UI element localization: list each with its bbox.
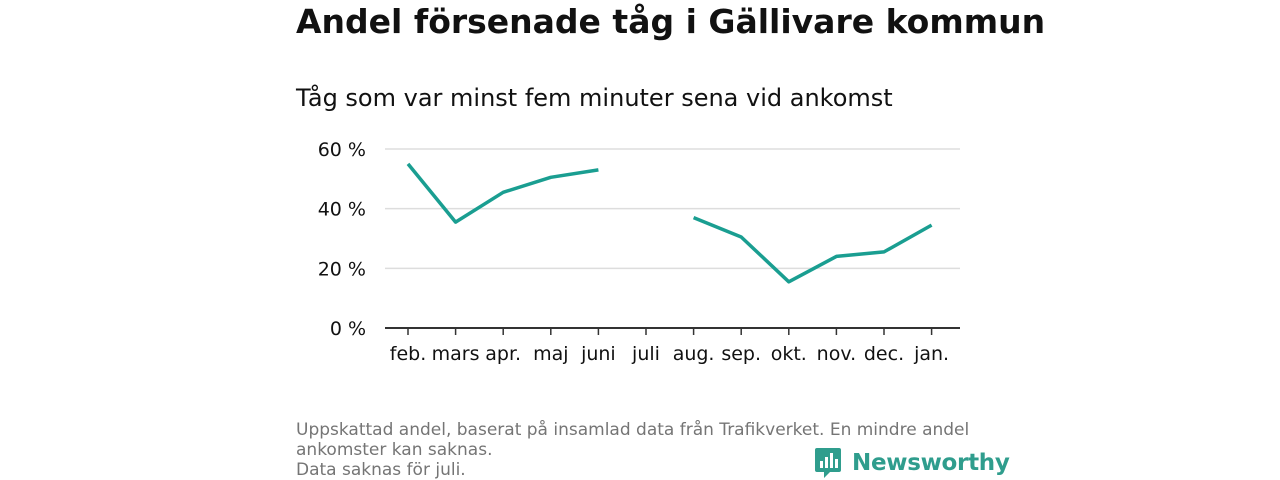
x-axis: feb. mars apr. maj juni juli aug. sep. okt. nov. d…	[385, 327, 960, 365]
series-line	[406, 162, 599, 224]
brand-name: Newsworthy	[852, 450, 1010, 476]
y-tick-label: 0 %	[330, 318, 366, 340]
x-tick-label: maj	[533, 343, 568, 365]
x-tick-label: okt.	[771, 343, 807, 365]
x-tick-label: feb.	[390, 343, 426, 365]
chart-subtitle: Tåg som var minst fem minuter sena vid a…	[296, 84, 893, 112]
y-tick-label: 60 %	[318, 139, 366, 161]
y-tick-label: 20 %	[318, 258, 366, 280]
footnote: Uppskattad andel, baserat på insamlad da…	[296, 420, 986, 480]
footnote-line: Uppskattad andel, baserat på insamlad da…	[296, 420, 970, 440]
x-tick-label: sep.	[721, 343, 761, 365]
footnote-line: Data saknas för juli.	[296, 460, 466, 480]
x-tick-label: jan.	[913, 343, 949, 365]
x-tick-label: mars	[432, 343, 480, 365]
x-tick-label: aug.	[673, 343, 715, 365]
x-tick-label: apr.	[485, 343, 521, 365]
x-tick-label: juni	[580, 343, 616, 365]
series-line	[692, 215, 933, 284]
x-tick-label: dec.	[864, 343, 904, 365]
x-tick-label: nov.	[817, 343, 856, 365]
chart-title: Andel försenade tåg i Gällivare kommun	[296, 2, 1046, 41]
x-tick-label: juli	[631, 343, 660, 365]
footnote-line: ankomster kan saknas.	[296, 440, 493, 460]
y-axis: 0 % 20 % 40 % 60 %	[318, 139, 366, 340]
newsworthy-logo-icon	[815, 448, 841, 478]
gridlines	[385, 148, 960, 270]
series	[406, 162, 933, 284]
y-tick-label: 40 %	[318, 199, 366, 221]
newsworthy-brand: Newsworthy	[814, 446, 1010, 480]
